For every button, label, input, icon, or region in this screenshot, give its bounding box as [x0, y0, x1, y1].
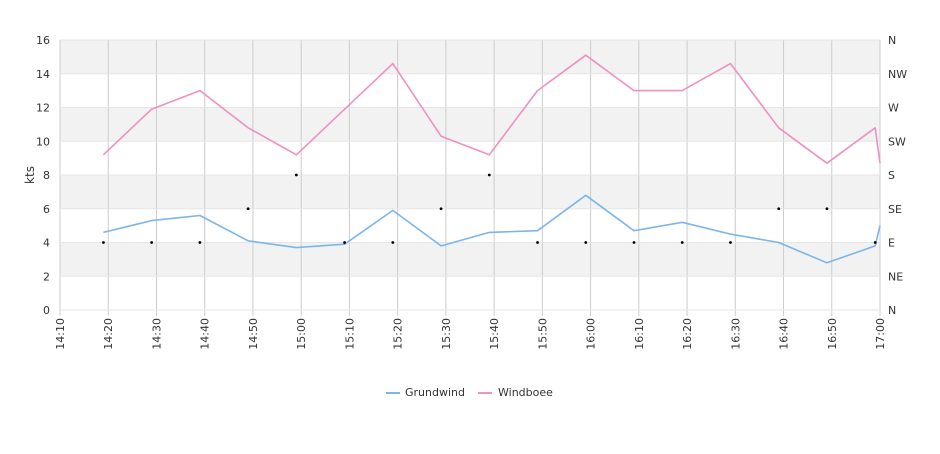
y-tick-label: 8: [43, 169, 50, 182]
right-axis-tick-label: NE: [888, 270, 903, 283]
right-axis-tick-label: E: [888, 237, 895, 250]
x-tick-label: 14:40: [199, 318, 212, 350]
plot-band: [60, 107, 880, 142]
wind-direction-marker: [343, 241, 346, 244]
right-axis-tick-label: SE: [888, 203, 902, 216]
wind-direction-marker: [632, 241, 636, 244]
x-tick-label: 16:10: [633, 318, 646, 350]
x-tick-label: 16:50: [826, 318, 839, 350]
wind-direction-marker: [198, 241, 202, 244]
x-tick-label: 15:50: [536, 318, 549, 350]
wind-direction-marker: [150, 241, 154, 244]
legend-item-windboee[interactable]: Windboee: [478, 386, 553, 399]
right-axis-tick-label: N: [888, 304, 896, 317]
legend: Grundwind Windboee: [386, 386, 553, 399]
x-tick-label: 16:30: [729, 318, 742, 350]
wind-direction-marker: [825, 207, 829, 211]
wind-direction-marker: [294, 173, 298, 177]
x-tick-label: 14:20: [102, 318, 115, 350]
legend-item-grundwind[interactable]: Grundwind: [386, 386, 465, 399]
right-axis-tick-label: SW: [888, 135, 906, 148]
x-tick-label: 15:00: [295, 318, 308, 350]
wind-direction-marker: [536, 241, 539, 244]
series-line-windboee[interactable]: [102, 54, 881, 164]
wind-direction-marker: [391, 241, 395, 244]
wind-direction-marker: [102, 241, 105, 244]
x-tick-label: 16:00: [585, 318, 598, 350]
legend-label-windboee: Windboee: [498, 386, 553, 399]
y-tick-label: 0: [43, 304, 50, 317]
y-tick-label: 14: [36, 68, 50, 81]
wind-direction-marker: [873, 241, 877, 244]
right-axis-tick-label: N: [888, 34, 896, 47]
right-axis-tick-label: S: [888, 169, 895, 182]
x-tick-label: 16:40: [778, 318, 791, 350]
series-line-grundwind[interactable]: [103, 194, 881, 264]
y-tick-label: 16: [36, 34, 50, 47]
plot-band: [60, 242, 880, 277]
x-tick-label: 14:30: [150, 318, 163, 350]
wind-direction-marker: [439, 207, 443, 211]
wind-direction-marker: [246, 207, 250, 211]
plot-band: [60, 40, 880, 74]
y-tick-label: 10: [36, 135, 50, 148]
wind-direction-marker: [487, 173, 491, 177]
y-tick-label: 6: [43, 203, 50, 216]
x-tick-label: 14:50: [247, 318, 260, 350]
y-tick-label: 2: [43, 270, 50, 283]
wind-direction-marker: [680, 241, 684, 244]
legend-label-grundwind: Grundwind: [405, 386, 465, 399]
x-tick-label: 15:30: [440, 318, 453, 350]
right-axis-tick-label: W: [888, 102, 899, 115]
wind-direction-marker: [584, 241, 588, 244]
plot-band: [60, 175, 880, 209]
y-axis-title: kts: [23, 166, 37, 184]
x-tick-label: 14:10: [54, 318, 67, 350]
right-axis-tick-label: NW: [888, 68, 907, 81]
x-tick-label: 16:20: [681, 318, 694, 350]
wind-direction-marker: [729, 241, 732, 244]
y-tick-label: 4: [43, 237, 50, 250]
x-tick-label: 15:10: [343, 318, 356, 350]
x-tick-label: 15:20: [392, 318, 405, 350]
wind-direction-marker: [777, 207, 781, 211]
y-tick-label: 12: [36, 102, 50, 115]
x-tick-label: 15:40: [488, 318, 501, 350]
x-tick-label: 17:00: [874, 318, 887, 350]
